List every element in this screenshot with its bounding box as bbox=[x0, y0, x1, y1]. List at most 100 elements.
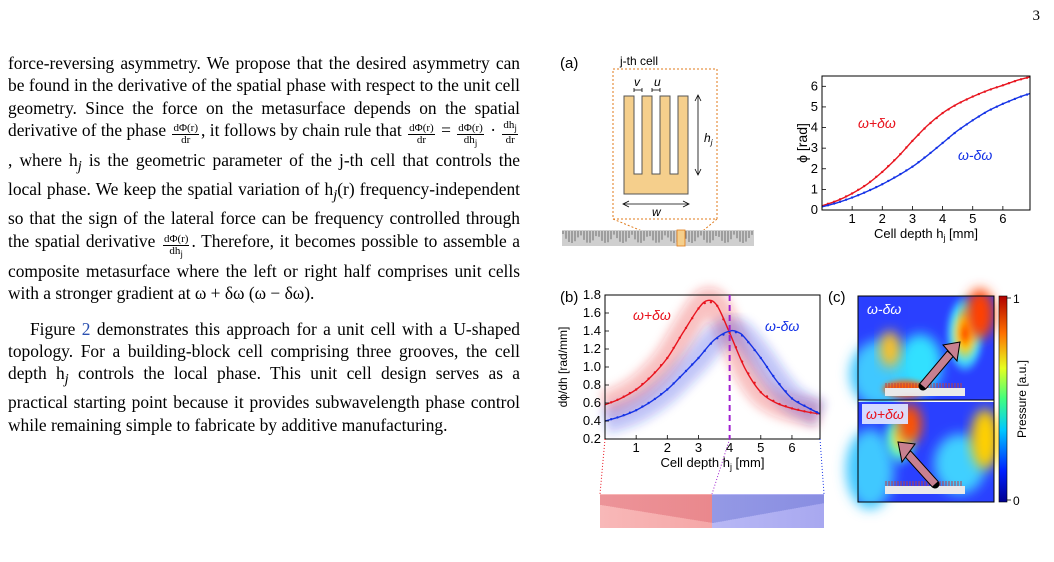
data-point bbox=[893, 176, 896, 179]
data-point bbox=[653, 397, 657, 401]
y-tick-label: 1.0 bbox=[583, 359, 601, 374]
highlighted-cell bbox=[676, 229, 686, 247]
data-point bbox=[977, 92, 980, 96]
data-point bbox=[929, 151, 932, 155]
fraction-denominator: dr bbox=[416, 134, 426, 147]
data-point bbox=[935, 146, 938, 150]
y-tick-label: 2 bbox=[811, 161, 818, 176]
data-point bbox=[753, 381, 756, 384]
data-point bbox=[881, 170, 884, 174]
data-point bbox=[887, 164, 890, 168]
y-tick-label: 5 bbox=[811, 99, 818, 114]
data-point bbox=[971, 95, 974, 98]
fraction: dhj dr bbox=[502, 120, 518, 146]
data-point bbox=[803, 404, 806, 407]
cell-zoom-box bbox=[612, 68, 718, 220]
metasurface-grooves-b bbox=[600, 494, 824, 528]
data-point bbox=[959, 127, 962, 130]
x-tick-label: 3 bbox=[695, 440, 702, 455]
data-point bbox=[659, 364, 663, 367]
data-point bbox=[716, 337, 719, 340]
data-point bbox=[887, 179, 890, 183]
x-tick-label: 5 bbox=[969, 211, 976, 226]
x-tick-label: 6 bbox=[999, 211, 1006, 226]
data-point bbox=[772, 399, 775, 402]
data-point bbox=[765, 365, 769, 369]
paragraph-2: Figure 2 demonstrates this approach for … bbox=[8, 318, 520, 435]
data-point bbox=[803, 410, 806, 413]
dim-h-arrows bbox=[694, 94, 702, 176]
data-point bbox=[838, 198, 842, 201]
data-point bbox=[1025, 93, 1029, 96]
y-tick-label: 4 bbox=[811, 120, 818, 135]
x-axis-label: Cell depth hj [mm] bbox=[661, 455, 765, 472]
y-axis-label: ϕ [rad] bbox=[794, 123, 810, 163]
data-point bbox=[653, 371, 657, 374]
data-point bbox=[809, 407, 812, 411]
colorbar-min-label: 0 bbox=[1013, 494, 1020, 508]
data-point bbox=[857, 188, 860, 191]
fraction-numerator: dΦ(r) bbox=[408, 122, 435, 136]
x-tick-label: 3 bbox=[909, 211, 916, 226]
connector-line bbox=[819, 438, 825, 495]
field-bottom-label: ω+δω bbox=[866, 406, 904, 422]
fraction-numerator: dΦ(r) bbox=[457, 122, 484, 136]
data-point bbox=[923, 127, 926, 130]
data-point bbox=[734, 331, 738, 334]
panel-a-label: (a) bbox=[560, 55, 578, 72]
data-point bbox=[941, 141, 944, 145]
x-tick-label: 1 bbox=[849, 211, 856, 226]
data-point bbox=[765, 395, 769, 398]
x-tick-label: 4 bbox=[726, 440, 733, 455]
y-tick-label: 0.6 bbox=[583, 395, 601, 410]
data-point bbox=[995, 86, 998, 89]
fraction-denominator: dhj bbox=[169, 244, 183, 259]
figure-2: (a) j-th cell v u hj w 1 2 3 4 5 6 0 1 2 3 4 5 6 Cell… bbox=[540, 44, 1040, 554]
data-point bbox=[703, 301, 706, 305]
field-map-top: ω-δω bbox=[850, 289, 994, 408]
data-point bbox=[635, 409, 638, 412]
panel-b-label: (b) bbox=[560, 289, 578, 306]
x-tick-label: 1 bbox=[633, 440, 640, 455]
data-point bbox=[722, 333, 725, 336]
data-point bbox=[869, 188, 872, 192]
data-point bbox=[691, 317, 694, 320]
panel-c-label: (c) bbox=[828, 289, 846, 306]
data-point bbox=[659, 393, 663, 396]
data-point bbox=[691, 363, 694, 366]
data-point bbox=[728, 331, 731, 334]
data-point bbox=[875, 185, 878, 189]
figure-reference-link[interactable]: 2 bbox=[81, 318, 91, 339]
data-point bbox=[869, 180, 872, 183]
data-point bbox=[844, 195, 848, 198]
data-point bbox=[722, 318, 725, 321]
data-point bbox=[832, 202, 836, 205]
data-point bbox=[1001, 102, 1005, 105]
text-run: dh bbox=[169, 244, 181, 257]
data-point bbox=[965, 123, 968, 126]
data-point bbox=[911, 139, 914, 143]
x-tick-label: 2 bbox=[664, 440, 671, 455]
data-point bbox=[947, 108, 950, 111]
data-point bbox=[697, 356, 700, 360]
data-point bbox=[832, 200, 836, 203]
data-point bbox=[666, 356, 669, 360]
data-point bbox=[881, 183, 884, 186]
cell-title: j-th cell bbox=[619, 54, 658, 68]
data-point bbox=[863, 184, 866, 188]
data-point bbox=[929, 121, 932, 125]
strip-right-half bbox=[712, 494, 824, 528]
data-point bbox=[899, 152, 902, 156]
data-point bbox=[784, 405, 787, 408]
fraction: dΦ(r) dr bbox=[408, 123, 435, 146]
data-point bbox=[1013, 97, 1017, 101]
text-run: . Therefore, it becomes possible to asse… bbox=[8, 230, 521, 304]
y-tick-label: 1.8 bbox=[583, 287, 601, 302]
text-run: , it follows by chain rule that bbox=[201, 120, 407, 141]
fraction-denominator: dr bbox=[505, 134, 515, 147]
data-point bbox=[983, 111, 986, 115]
colorbar-title: Pressure [a.u.] bbox=[1015, 360, 1029, 438]
y-tick-label: 1.2 bbox=[583, 341, 601, 356]
data-point bbox=[759, 391, 762, 394]
fraction: dΦ(r) dr bbox=[172, 123, 199, 146]
